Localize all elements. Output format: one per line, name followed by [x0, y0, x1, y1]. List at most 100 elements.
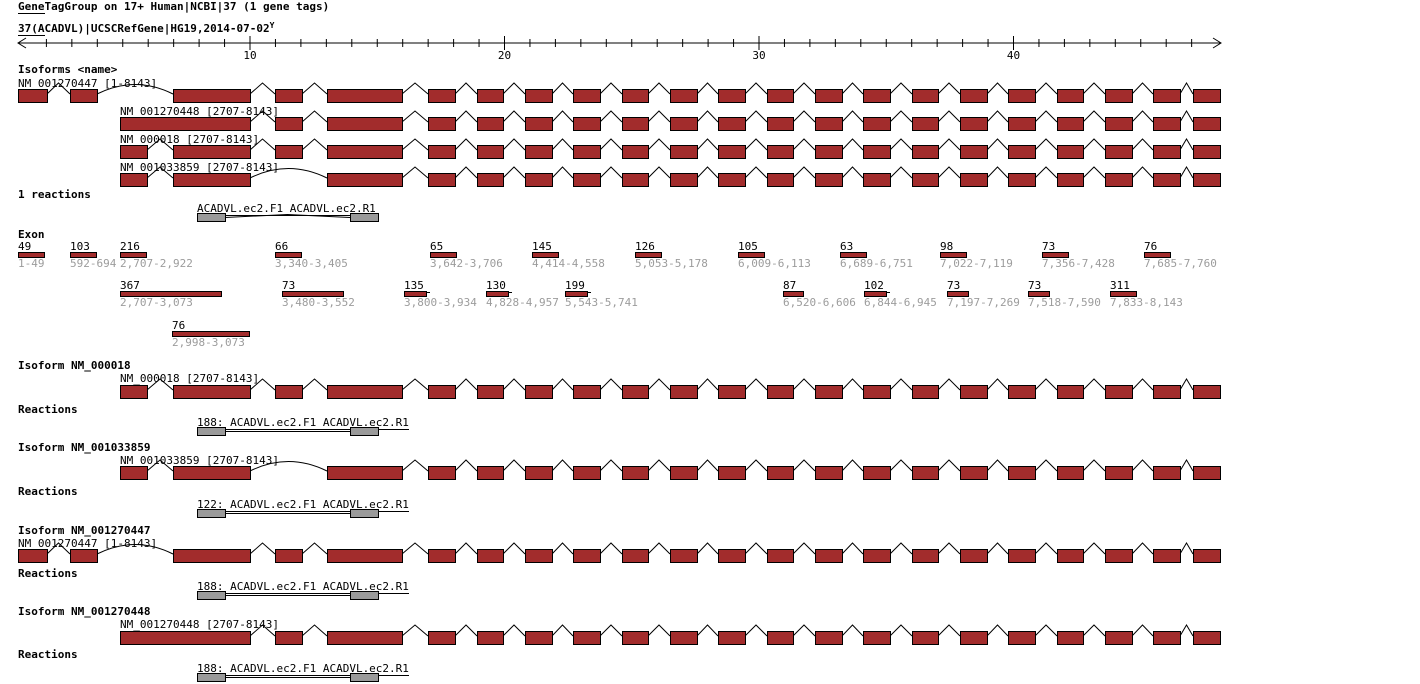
exon-box[interactable]: [670, 145, 698, 159]
exon-box[interactable]: [1105, 631, 1133, 645]
exon-box[interactable]: [622, 145, 649, 159]
exon-box[interactable]: [477, 549, 504, 563]
exon-box[interactable]: [863, 89, 891, 103]
exon-box[interactable]: [767, 89, 794, 103]
exon-box[interactable]: [1008, 549, 1036, 563]
exon-box[interactable]: [573, 117, 601, 131]
exon-box[interactable]: [863, 466, 891, 480]
exon-box[interactable]: [815, 631, 843, 645]
exon-bar[interactable]: [565, 291, 588, 297]
exon-box[interactable]: [525, 631, 553, 645]
exon-box[interactable]: [767, 631, 794, 645]
exon-box[interactable]: [815, 173, 843, 187]
primer-pair-label[interactable]: 188: ACADVL.ec2.F1 ACADVL.ec2.R1: [197, 416, 409, 430]
exon-box[interactable]: [477, 173, 504, 187]
exon-box[interactable]: [525, 89, 553, 103]
exon-box[interactable]: [863, 173, 891, 187]
exon-box[interactable]: [120, 173, 148, 187]
exon-box[interactable]: [327, 385, 403, 399]
exon-box[interactable]: [327, 466, 403, 480]
exon-box[interactable]: [815, 145, 843, 159]
exon-box[interactable]: [1193, 145, 1221, 159]
forward-primer-box[interactable]: [197, 673, 226, 682]
exon-box[interactable]: [120, 145, 148, 159]
exon-box[interactable]: [670, 173, 698, 187]
exon-box[interactable]: [960, 145, 988, 159]
exon-box[interactable]: [960, 631, 988, 645]
exon-box[interactable]: [525, 117, 553, 131]
exon-box[interactable]: [815, 89, 843, 103]
exon-box[interactable]: [767, 466, 794, 480]
exon-box[interactable]: [718, 89, 746, 103]
exon-box[interactable]: [718, 117, 746, 131]
exon-box[interactable]: [912, 466, 939, 480]
exon-box[interactable]: [173, 173, 251, 187]
reverse-primer-box[interactable]: [350, 673, 379, 682]
exon-box[interactable]: [1057, 89, 1084, 103]
exon-box[interactable]: [718, 173, 746, 187]
exon-box[interactable]: [622, 466, 649, 480]
exon-box[interactable]: [525, 173, 553, 187]
exon-box[interactable]: [1105, 466, 1133, 480]
exon-box[interactable]: [1057, 385, 1084, 399]
exon-box[interactable]: [815, 117, 843, 131]
exon-bar[interactable]: [70, 252, 97, 258]
exon-box[interactable]: [428, 549, 456, 563]
exon-box[interactable]: [767, 117, 794, 131]
exon-box[interactable]: [120, 385, 148, 399]
exon-box[interactable]: [573, 631, 601, 645]
exon-box[interactable]: [428, 89, 456, 103]
exon-box[interactable]: [1008, 385, 1036, 399]
exon-box[interactable]: [622, 89, 649, 103]
exon-box[interactable]: [912, 385, 939, 399]
exon-box[interactable]: [428, 117, 456, 131]
exon-box[interactable]: [173, 466, 251, 480]
exon-box[interactable]: [670, 549, 698, 563]
exon-box[interactable]: [275, 89, 303, 103]
exon-box[interactable]: [1105, 385, 1133, 399]
exon-box[interactable]: [670, 466, 698, 480]
exon-box[interactable]: [622, 173, 649, 187]
exon-box[interactable]: [477, 631, 504, 645]
exon-bar[interactable]: [940, 252, 967, 258]
exon-box[interactable]: [573, 549, 601, 563]
exon-box[interactable]: [767, 173, 794, 187]
exon-box[interactable]: [718, 631, 746, 645]
isoform-label[interactable]: NM_000018 [2707-8143]: [120, 372, 260, 385]
exon-box[interactable]: [863, 549, 891, 563]
exon-bar[interactable]: [275, 252, 302, 258]
exon-box[interactable]: [173, 549, 251, 563]
exon-box[interactable]: [622, 385, 649, 399]
primer-pair-label[interactable]: ACADVL.ec2.F1 ACADVL.ec2.R1: [197, 202, 376, 216]
exon-box[interactable]: [477, 466, 504, 480]
exon-bar[interactable]: [404, 291, 427, 297]
forward-primer-box[interactable]: [197, 427, 226, 436]
gene-link[interactable]: Gene: [18, 0, 45, 14]
exon-box[interactable]: [1193, 385, 1221, 399]
isoform-label[interactable]: NM_001033859 [2707-8143]: [120, 161, 279, 174]
exon-box[interactable]: [327, 549, 403, 563]
exon-box[interactable]: [327, 145, 403, 159]
exon-box[interactable]: [477, 145, 504, 159]
exon-box[interactable]: [1153, 549, 1181, 563]
exon-box[interactable]: [1008, 173, 1036, 187]
exon-box[interactable]: [718, 549, 746, 563]
exon-box[interactable]: [912, 145, 939, 159]
exon-box[interactable]: [960, 89, 988, 103]
exon-box[interactable]: [1153, 631, 1181, 645]
exon-box[interactable]: [1153, 89, 1181, 103]
exon-box[interactable]: [670, 117, 698, 131]
exon-box[interactable]: [960, 466, 988, 480]
exon-box[interactable]: [525, 385, 553, 399]
exon-box[interactable]: [573, 145, 601, 159]
exon-box[interactable]: [428, 466, 456, 480]
exon-box[interactable]: [477, 385, 504, 399]
exon-box[interactable]: [70, 89, 98, 103]
primer-pair-label[interactable]: 122: ACADVL.ec2.F1 ACADVL.ec2.R1: [197, 498, 409, 512]
exon-bar[interactable]: [947, 291, 969, 297]
exon-box[interactable]: [1153, 466, 1181, 480]
exon-bar[interactable]: [635, 252, 662, 258]
exon-bar[interactable]: [1144, 252, 1171, 258]
exon-box[interactable]: [275, 631, 303, 645]
exon-box[interactable]: [960, 173, 988, 187]
